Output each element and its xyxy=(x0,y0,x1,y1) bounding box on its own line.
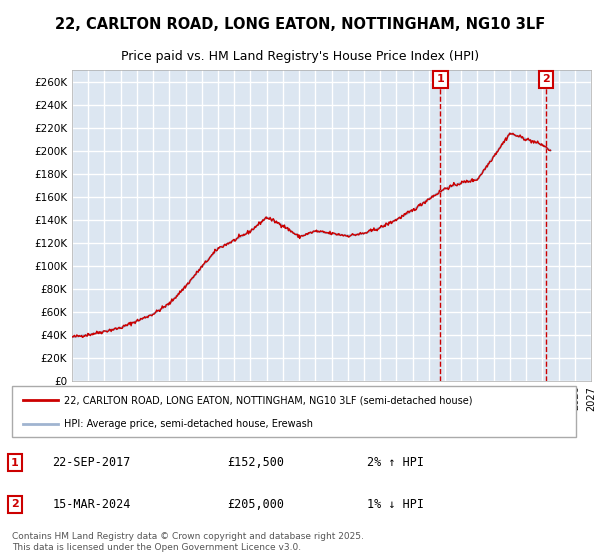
Text: £152,500: £152,500 xyxy=(227,456,284,469)
Text: Contains HM Land Registry data © Crown copyright and database right 2025.
This d: Contains HM Land Registry data © Crown c… xyxy=(12,532,364,552)
Text: 2: 2 xyxy=(542,74,550,84)
Text: 15-MAR-2024: 15-MAR-2024 xyxy=(53,498,131,511)
FancyBboxPatch shape xyxy=(12,386,577,437)
Text: 22, CARLTON ROAD, LONG EATON, NOTTINGHAM, NG10 3LF: 22, CARLTON ROAD, LONG EATON, NOTTINGHAM… xyxy=(55,17,545,32)
Text: £205,000: £205,000 xyxy=(227,498,284,511)
Text: 1: 1 xyxy=(11,458,19,468)
Text: 1: 1 xyxy=(437,74,445,84)
Text: Price paid vs. HM Land Registry's House Price Index (HPI): Price paid vs. HM Land Registry's House … xyxy=(121,50,479,63)
Text: 22-SEP-2017: 22-SEP-2017 xyxy=(53,456,131,469)
Text: 22, CARLTON ROAD, LONG EATON, NOTTINGHAM, NG10 3LF (semi-detached house): 22, CARLTON ROAD, LONG EATON, NOTTINGHAM… xyxy=(64,395,473,405)
Text: 2% ↑ HPI: 2% ↑ HPI xyxy=(367,456,424,469)
Text: 1% ↓ HPI: 1% ↓ HPI xyxy=(367,498,424,511)
Text: HPI: Average price, semi-detached house, Erewash: HPI: Average price, semi-detached house,… xyxy=(64,419,313,429)
Text: 2: 2 xyxy=(11,500,19,509)
